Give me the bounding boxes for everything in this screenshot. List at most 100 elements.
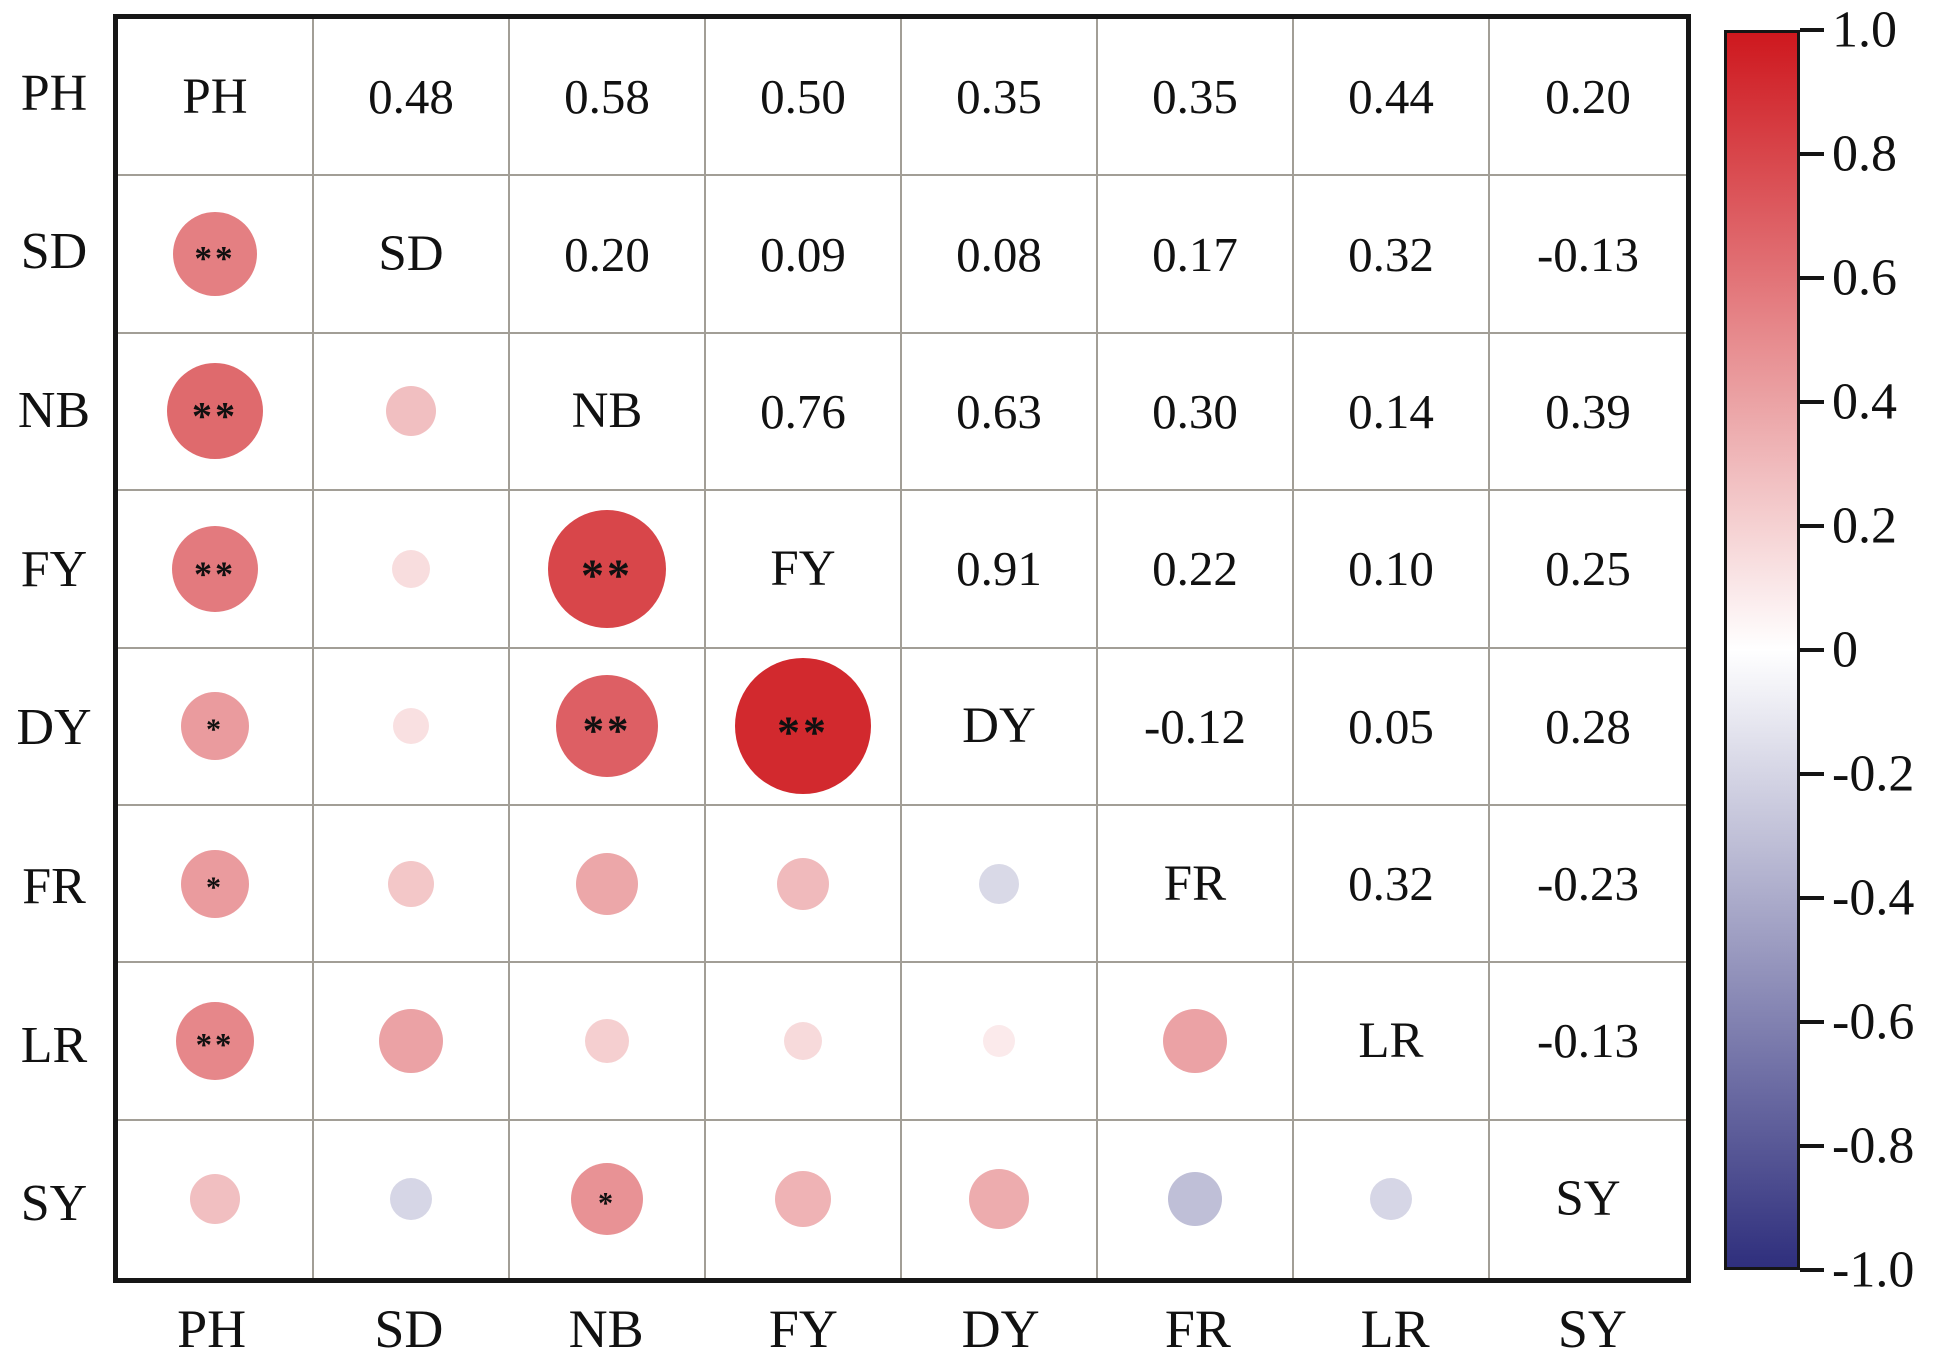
correlation-circle [576,852,638,915]
correlation-value: -0.12 [1143,698,1247,754]
x-axis-label-nb: NB [568,1299,644,1359]
correlation-circle [983,1024,1015,1057]
matrix-value-cell: 0.20 [1490,19,1686,177]
correlation-circle: ** [548,509,666,628]
colorbar-tick [1800,524,1824,528]
y-axis-label-dy: DY [16,699,92,757]
correlation-value: 0.39 [1545,383,1631,439]
matrix-value-cell: 0.35 [902,19,1098,177]
colorbar-tick [1800,400,1824,404]
matrix-value-cell: 0.35 [1098,19,1294,177]
correlation-value: 0.20 [1545,69,1631,125]
colorbar-tick [1800,276,1824,280]
x-axis-label-fr: FR [1164,1299,1231,1359]
correlation-value: 0.76 [760,383,846,439]
correlation-circle [392,549,430,588]
y-axis-label-sy: SY [20,1175,88,1233]
colorbar-tick [1800,772,1824,776]
correlation-circle [979,863,1019,904]
correlation-circle: * [181,849,249,918]
matrix-circle-cell [706,1120,902,1278]
matrix-circle-cell [314,805,510,964]
significance-stars: ** [582,707,632,755]
correlation-value: 0.25 [1545,541,1631,597]
matrix-value-cell: 0.10 [1294,491,1490,649]
correlation-value: 0.28 [1545,698,1631,754]
matrix-diagonal-cell: SD [314,176,510,334]
correlation-value: 0.44 [1348,69,1434,125]
significance-stars: ** [194,239,236,279]
matrix-value-cell: 0.32 [1294,805,1490,964]
x-axis-label-dy: DY [961,1299,1040,1359]
matrix-circle-cell: ** [118,333,314,492]
matrix-circle-cell: * [118,648,314,806]
y-axis-label-fy: FY [20,540,88,598]
matrix-circle-cell [510,963,706,1121]
variable-name: LR [1358,1012,1424,1069]
matrix-value-cell: 0.50 [706,19,902,177]
correlation-value: 0.20 [564,226,650,282]
matrix-value-cell: 0.22 [1098,491,1294,649]
matrix-circle-cell: ** [118,491,314,649]
y-axis-label-sd: SD [20,223,88,281]
matrix-circle-cell [314,333,510,492]
correlation-value: 0.09 [760,226,846,282]
correlation-circle [585,1018,629,1063]
correlation-circle: ** [735,658,871,795]
correlation-value: 0.30 [1152,383,1238,439]
matrix-value-cell: 0.30 [1098,333,1294,492]
matrix-value-cell: 0.91 [902,491,1098,649]
x-axis-label-ph: PH [177,1299,247,1359]
correlation-value: 0.58 [564,69,650,125]
colorbar-tick-label: 0.4 [1832,373,1897,431]
matrix-circle-cell [118,1120,314,1278]
matrix-value-cell: 0.32 [1294,176,1490,334]
correlation-circle [1168,1172,1222,1227]
matrix-value-cell: -0.23 [1490,806,1686,964]
variable-name: PH [182,68,248,125]
y-axis-label-lr: LR [20,1016,88,1074]
significance-stars: ** [581,549,633,601]
matrix-diagonal-cell: PH [118,19,314,177]
correlation-value: 0.50 [760,69,846,125]
matrix-value-cell: -0.13 [1490,176,1686,334]
correlation-value: -0.13 [1536,226,1640,282]
matrix-circle-cell: * [118,805,314,964]
correlation-value: 0.17 [1152,226,1238,282]
colorbar-tick-label: -1.0 [1832,1241,1915,1299]
significance-stars: * [206,713,224,747]
correlation-value: 0.22 [1152,541,1238,597]
correlation-value: 0.32 [1348,856,1434,912]
correlation-circle [969,1169,1029,1230]
matrix-value-cell: 0.28 [1490,649,1686,806]
colorbar-tick-label: 0.2 [1832,497,1897,555]
colorbar-tick [1800,896,1824,900]
matrix-value-cell: 0.05 [1294,648,1490,806]
matrix-circle-cell: * [510,1120,706,1278]
correlation-circle: * [571,1163,643,1236]
matrix-circle-cell [1098,1120,1294,1278]
colorbar-tick-label: -0.2 [1832,745,1915,803]
x-axis-labels: PH SD NB FY DY FR LR SY [113,1294,1691,1364]
matrix-value-cell: 0.14 [1294,333,1490,492]
correlation-circle [386,386,436,437]
matrix-value-cell: 0.48 [314,19,510,177]
colorbar-tick [1800,28,1824,32]
colorbar-tick [1800,152,1824,156]
matrix-circle-cell [706,963,902,1121]
matrix-value-cell: 0.39 [1490,334,1686,492]
colorbar-tick-label: -0.8 [1832,1117,1915,1175]
variable-name: NB [571,383,643,440]
correlation-value: 0.32 [1348,226,1434,282]
y-axis-label-nb: NB [17,382,91,440]
matrix-circle-cell: ** [510,491,706,649]
correlation-value: 0.05 [1348,698,1434,754]
correlation-value: 0.48 [368,69,454,125]
variable-name: SD [378,226,444,283]
matrix-value-cell: 0.25 [1490,491,1686,649]
matrix-circle-cell [902,805,1098,964]
matrix-diagonal-cell: DY [902,648,1098,806]
matrix-circle-cell: ** [118,176,314,334]
matrix-circle-cell [314,491,510,649]
colorbar-tick-label: -0.4 [1832,869,1915,927]
